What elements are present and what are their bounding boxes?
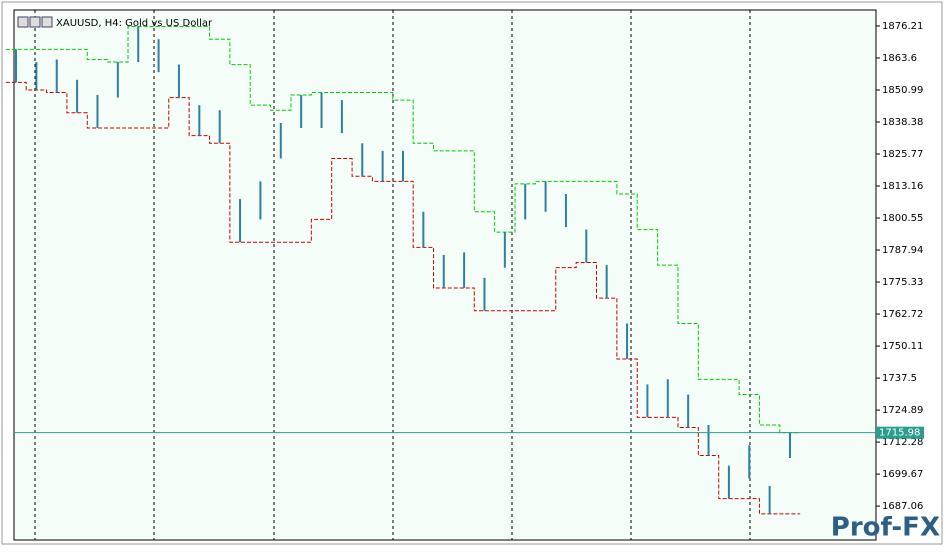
y-tick-label: 1737.5: [882, 373, 917, 384]
y-tick-label: 1750.11: [882, 341, 923, 352]
y-tick-label: 1712.28: [882, 437, 923, 448]
upper-line: [5, 25, 801, 434]
y-tick-label: 1762.72: [882, 309, 923, 320]
current-price-label: 1715.98: [879, 428, 920, 439]
y-tick-label: 1800.55: [882, 213, 923, 224]
y-tick-label: 1863.6: [882, 53, 917, 64]
watermark: Prof-FX: [831, 513, 940, 543]
y-tick-label: 1724.89: [882, 405, 923, 416]
symbol-icon: [17, 16, 53, 28]
y-tick-label: 1850.99: [882, 85, 923, 96]
y-tick-label: 1775.33: [882, 277, 923, 288]
y-tick-label: 1813.16: [882, 181, 923, 192]
y-tick-label: 1687.06: [882, 501, 923, 512]
current-price-box: [876, 426, 924, 439]
time-grid: [34, 10, 751, 540]
y-tick-label: 1825.77: [882, 149, 923, 160]
y-tick-label: 1876.21: [882, 21, 923, 32]
chart-title: XAUUSD, H4: Gold vs US Dollar: [56, 18, 213, 29]
y-tick-label: 1699.67: [882, 469, 923, 480]
plot-area: [13, 9, 877, 541]
y-tick-label: 1838.38: [882, 117, 923, 128]
y-tick-label: 1787.94: [882, 245, 923, 256]
